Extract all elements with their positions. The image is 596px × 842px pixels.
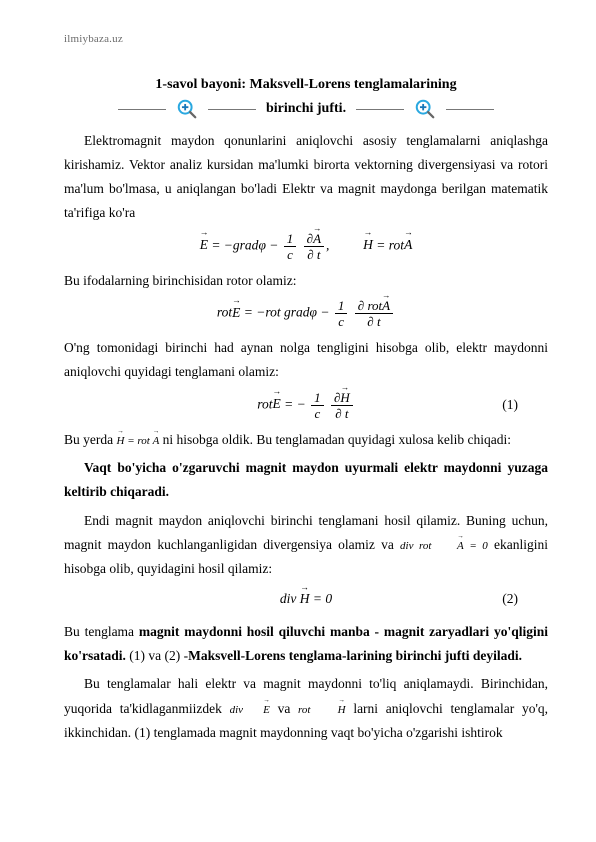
inline-eq-divE: divE (230, 704, 270, 716)
paragraph-4: Bu yerda H = rot A ni hisobga oldik. Bu … (64, 428, 548, 452)
paragraph-5: Endi magnit maydon aniqlovchi birinchi t… (64, 509, 548, 582)
page-root: ilmiybaza.uz 1-savol bayoni: Maksvell-Lo… (0, 0, 596, 842)
inline-eq-rotH: rot H (298, 704, 346, 716)
paragraph-7: Bu tenglamalar hali elektr va magnit may… (64, 672, 548, 745)
paragraph-3: O'ng tomonidagi birinchi had aynan nolga… (64, 336, 548, 385)
paragraph-1: Elektromagnit maydon qonunlarini aniqlov… (64, 129, 548, 226)
title-dash-right-2 (446, 109, 494, 110)
para7-mid: va (278, 701, 298, 716)
magnify-plus-icon[interactable] (176, 98, 198, 120)
bold-statement-1: Vaqt bo'yicha o'zgaruvchi magnit maydon … (64, 456, 548, 505)
para6-prefix: Bu tenglama (64, 624, 139, 639)
equation-E-H-defs: E = −gradφ − 1c ∂A∂ t, H = rotA (64, 232, 548, 261)
equation-rotE-expanded: rotE = −rot gradφ − 1c ∂ rotA∂ t (64, 299, 548, 328)
para4-prefix: Bu yerda (64, 432, 116, 447)
title-dash-left-2 (208, 109, 256, 110)
para6-mid: (1) va (2) - (126, 648, 188, 663)
title-subtitle-text: birinchi jufti (266, 101, 343, 116)
inline-eq-H-rotA: H = rot A (116, 435, 159, 447)
paragraph-2: Bu ifodalarning birinchisidan rotor olam… (64, 269, 548, 293)
eq-number-2: (2) (502, 587, 518, 611)
site-header: ilmiybaza.uz (64, 30, 548, 50)
magnify-plus-icon[interactable] (414, 98, 436, 120)
title-dash-left-1 (118, 109, 166, 110)
bold-2b: Maksvell-Lorens tenglama-larining birinc… (188, 648, 522, 663)
para4-suffix: ni hisobga oldik. Bu tenglamadan quyidag… (163, 432, 511, 447)
title-line-2: birinchi jufti. (64, 98, 548, 120)
eq-number-1: (1) (502, 393, 518, 417)
equation-1: rotE = − 1c ∂H∂ t (1) (64, 391, 548, 420)
paragraph-6: Bu tenglama magnit maydonni hosil qiluvc… (64, 620, 548, 669)
title-dash-right-1 (356, 109, 404, 110)
title-line-1: 1-savol bayoni: Maksvell-Lorens tenglama… (64, 74, 548, 96)
equation-2: div H = 0 (2) (64, 587, 548, 611)
inline-eq-divrotA: div rot A = 0 (400, 540, 488, 552)
title-subtitle: birinchi jufti. (266, 98, 346, 120)
